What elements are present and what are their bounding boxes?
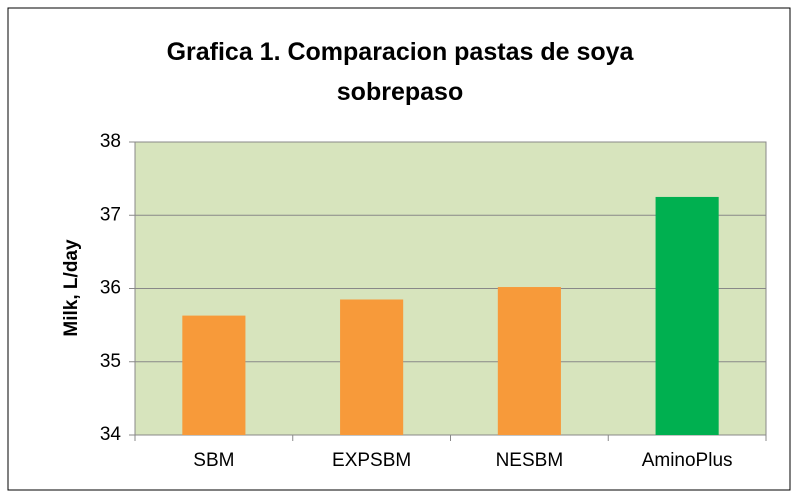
y-tick-label: 35 [100,351,121,372]
y-axis-label: Milk, L/day [61,239,82,337]
bar [340,299,404,435]
y-tick-label: 36 [100,278,121,299]
x-tick-label: SBM [193,450,234,471]
y-tick-label: 38 [100,131,121,152]
y-tick-label: 37 [100,204,121,225]
x-tick-label: EXPSBM [332,450,411,471]
y-tick-label: 34 [100,424,122,445]
chart-title: Grafica 1. Comparacion pastas de soya so… [166,38,634,106]
bar [655,196,719,435]
x-tick-label: AminoPlus [642,450,733,471]
x-tick-label: NESBM [496,450,564,471]
bar [182,315,246,435]
bar [497,287,561,435]
